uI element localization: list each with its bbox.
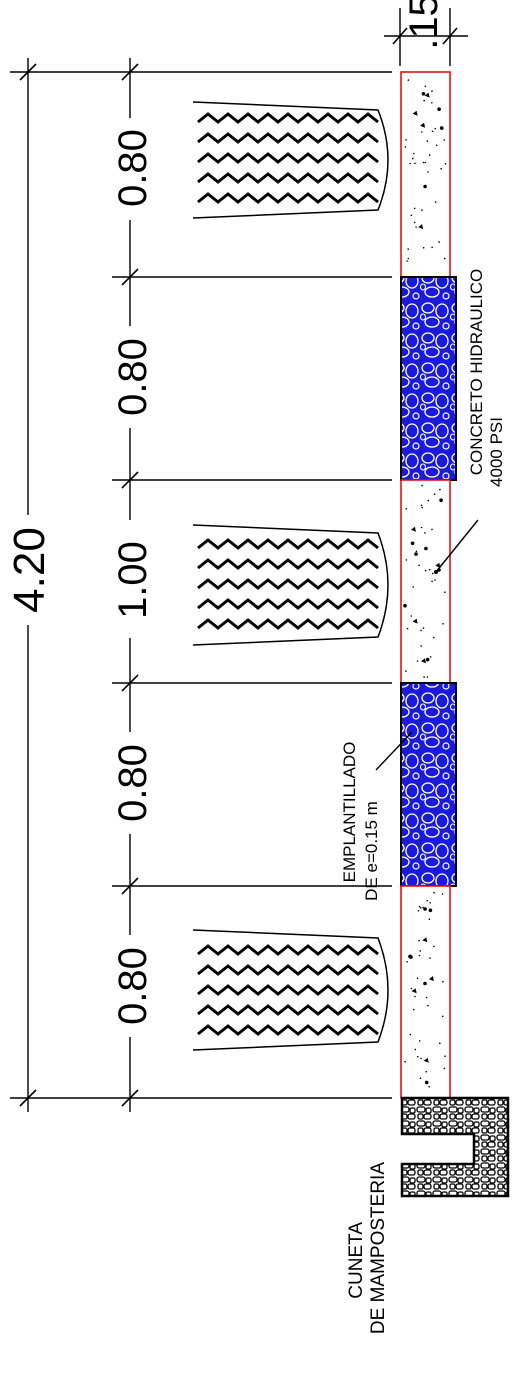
concrete-note: CONCRETO HIDRAULICO 4000 PSI bbox=[467, 269, 506, 487]
gutter-note: CUNETA DE MAMPOSTERIA bbox=[346, 1162, 389, 1334]
concrete-leader-line bbox=[435, 519, 479, 573]
concrete-panel-2 bbox=[400, 479, 451, 684]
tire-1 bbox=[192, 101, 389, 219]
concrete-panel-3 bbox=[400, 885, 451, 1099]
template-note-line-1: EMPLANTILLADO bbox=[340, 742, 359, 883]
thickness-label: .15 bbox=[402, 0, 446, 50]
concrete-aggregate-dots bbox=[403, 79, 447, 1088]
concrete-note-line-2: 4000 PSI bbox=[487, 417, 506, 487]
segment-1-label: 0.80 bbox=[111, 129, 155, 207]
segment-5-label: 0.80 bbox=[111, 947, 155, 1025]
template-note-line-2: DE e=0.15 m bbox=[362, 801, 381, 901]
gutter-note-line-1: CUNETA bbox=[346, 1222, 367, 1299]
segment-dimensions: 0.80 0.80 1.00 0.80 0.80 bbox=[110, 58, 392, 1112]
gutter-note-line-2: DE MAMPOSTERIA bbox=[368, 1162, 389, 1334]
total-width-label: 4.20 bbox=[5, 527, 54, 613]
tire-2 bbox=[192, 524, 389, 646]
masonry-gutter bbox=[400, 1096, 510, 1198]
slab-section bbox=[400, 71, 457, 1099]
concrete-note-line-1: CONCRETO HIDRAULICO bbox=[467, 269, 486, 476]
stone-panel-2 bbox=[400, 682, 457, 887]
segment-3-label: 1.00 bbox=[111, 541, 155, 619]
template-note: EMPLANTILLADO DE e=0.15 m bbox=[340, 742, 381, 901]
stone-panel-1 bbox=[400, 276, 457, 481]
thickness-dimension: .15 bbox=[384, 0, 468, 66]
total-dimension: 4.20 bbox=[5, 58, 392, 1112]
concrete-panel-1 bbox=[400, 71, 451, 278]
segment-4-label: 0.80 bbox=[111, 744, 155, 822]
tire-3 bbox=[192, 929, 389, 1051]
segment-2-label: 0.80 bbox=[111, 338, 155, 416]
template-leader-line bbox=[375, 731, 413, 771]
